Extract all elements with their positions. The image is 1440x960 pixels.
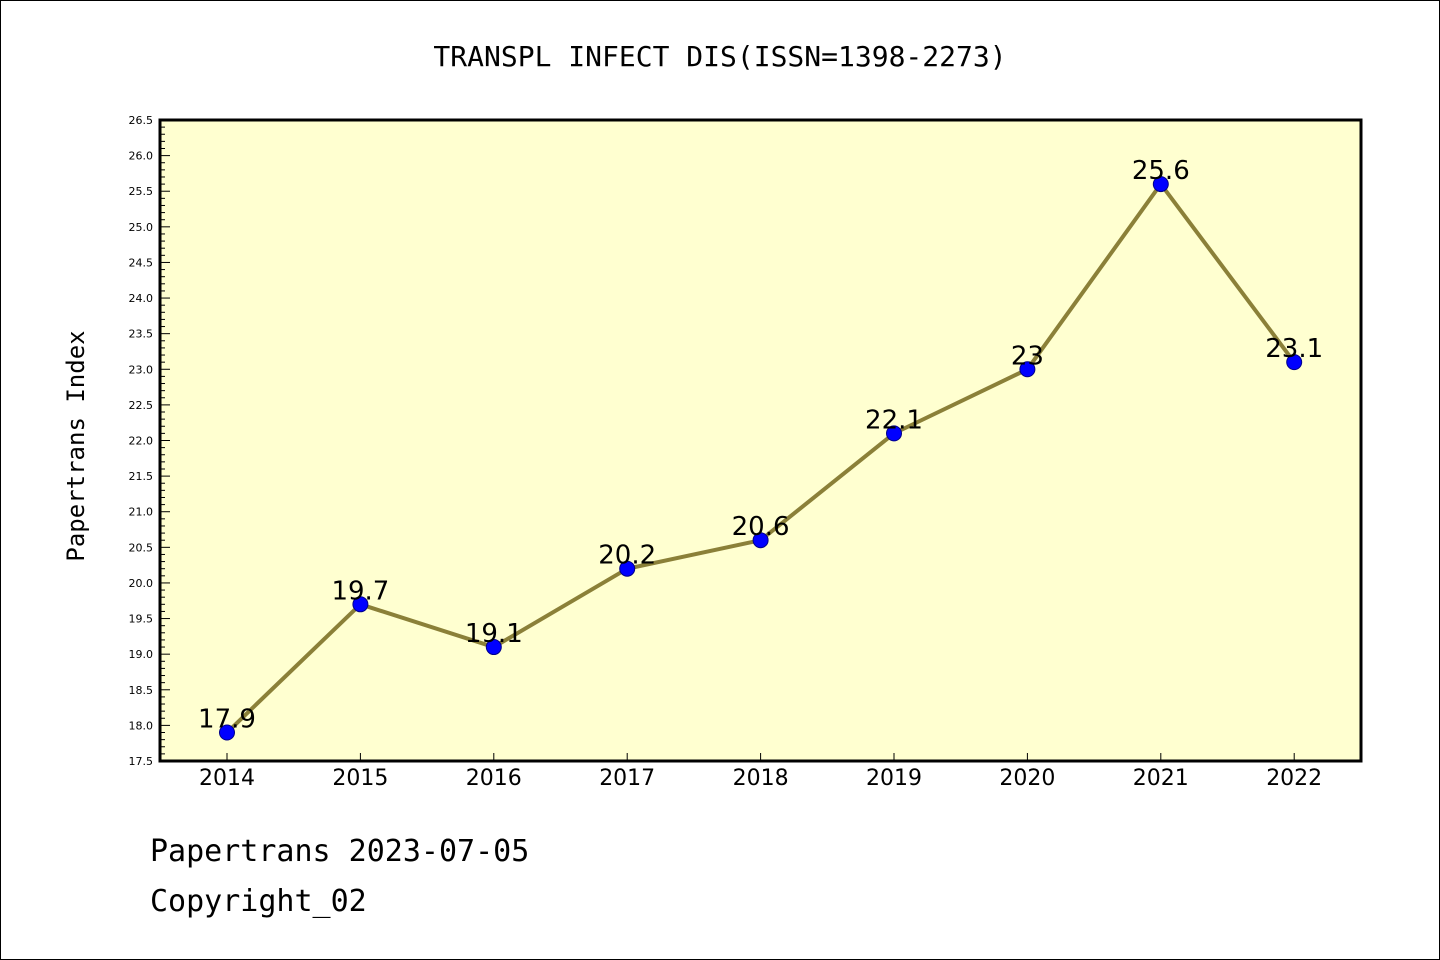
data-point (219, 724, 235, 741)
data-label: 19.1 (465, 619, 523, 649)
y-tick-label: 22.0 (129, 435, 154, 448)
data-label: 23 (1011, 341, 1044, 371)
x-tick-label: 2014 (199, 766, 255, 791)
y-tick-label: 22.5 (129, 399, 154, 412)
y-tick-label: 26.5 (129, 114, 154, 127)
y-tick-label: 19.0 (129, 648, 154, 661)
y-tick-label: 21.0 (129, 506, 154, 519)
y-tick-label: 23.0 (129, 363, 154, 376)
y-axis: 17.5 18.0 18.5 19.0 19.5 20.0 20.5 21.0 21.5 22.0… (129, 114, 170, 768)
data-point (886, 425, 902, 442)
data-label: 19.7 (331, 576, 389, 606)
y-tick-label: 25.5 (129, 185, 154, 198)
x-tick-label: 2020 (999, 766, 1055, 791)
data-label: 22.1 (865, 405, 923, 435)
footer-copyright: Copyright_02 (150, 884, 367, 919)
data-point (485, 639, 502, 656)
plot-area (158, 118, 1363, 763)
y-tick-label: 20.5 (129, 541, 154, 554)
y-tick-label: 24.0 (129, 292, 154, 305)
y-tick-label: 18.5 (129, 684, 154, 697)
data-point (1019, 361, 1036, 378)
y-tick-label: 25.0 (129, 221, 154, 234)
data-label: 25.6 (1132, 156, 1190, 186)
y-tick-label: 21.5 (129, 470, 154, 483)
data-point (1152, 176, 1169, 193)
x-tick-label: 2018 (733, 766, 789, 791)
data-point (1286, 354, 1303, 371)
y-tick-label: 24.5 (129, 256, 154, 269)
y-tick-label: 19.5 (129, 613, 154, 626)
chart-title: TRANSPL INFECT DIS(ISSN=1398-2273) (433, 40, 1006, 73)
footer-date: Papertrans 2023-07-05 (150, 834, 530, 869)
y-tick-label: 18.0 (129, 719, 154, 732)
y-tick-label: 26.0 (129, 150, 154, 163)
data-point (352, 596, 369, 613)
data-label: 20.6 (732, 512, 790, 542)
x-tick-label: 2015 (332, 766, 388, 791)
data-point (752, 532, 769, 549)
y-tick-label: 17.5 (129, 755, 154, 768)
x-tick-label: 2019 (866, 766, 922, 791)
y-axis-label: Papertrans Index (62, 330, 90, 561)
y-tick-label: 23.5 (129, 328, 154, 341)
data-point (619, 560, 636, 577)
data-series: 17.9 19.7 19.1 20.2 20.6 22.1 23 25.6 23.1 (198, 156, 1323, 741)
x-axis: 2014 2015 2016 2017 2018 2019 2020 2021 2022 (199, 753, 1322, 791)
x-tick-label: 2021 (1133, 766, 1189, 791)
data-label: 23.1 (1265, 334, 1323, 364)
x-tick-label: 2022 (1266, 766, 1322, 791)
x-tick-label: 2017 (599, 766, 655, 791)
data-label: 20.2 (598, 541, 656, 571)
y-tick-label: 20.0 (129, 577, 154, 590)
data-label: 17.9 (198, 705, 256, 735)
x-tick-label: 2016 (466, 766, 522, 791)
